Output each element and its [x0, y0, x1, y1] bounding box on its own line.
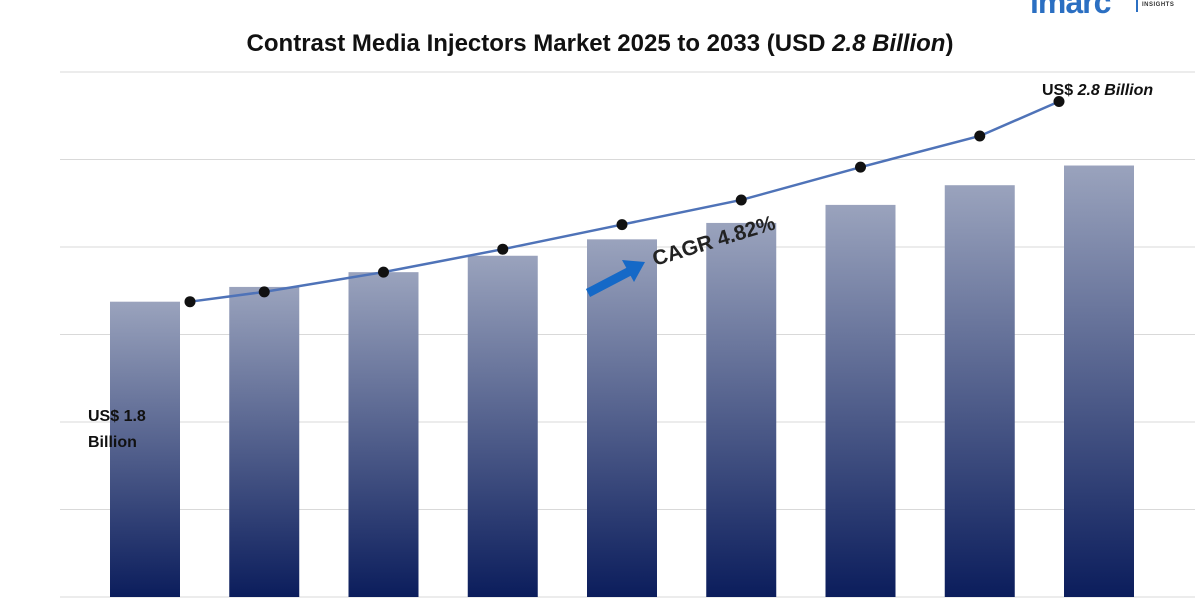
bar-2025 — [110, 301, 180, 597]
start-value-label-line2: Billion — [88, 434, 137, 451]
imarc-logo: imarc INSIGHTS — [1030, 0, 1200, 18]
logo-divider — [1136, 0, 1138, 12]
chart-title-prefix: Contrast Media Injectors Market 2025 to … — [246, 30, 833, 57]
chart-title: Contrast Media Injectors Market 2025 to … — [0, 30, 1200, 58]
cagr-arrow-shaft — [585, 266, 635, 297]
bars — [110, 165, 1134, 597]
bar-2029 — [587, 239, 657, 597]
trend-line-group — [184, 96, 1065, 308]
cagr-arrow-head — [622, 260, 645, 282]
trend-point-2028 — [497, 243, 509, 255]
trend-point-2025 — [184, 296, 196, 308]
end-value-label: US$ 2.8 Billion — [1042, 82, 1153, 99]
logo-wordmark: imarc — [1030, 0, 1111, 20]
end-value-label-emphasis: 2.8 Billion — [1077, 82, 1154, 99]
trend-point-2033 — [1053, 96, 1065, 108]
end-value-label-prefix: US$ — [1042, 82, 1078, 99]
bar-2032 — [944, 185, 1015, 597]
trend-point-2031 — [855, 161, 866, 173]
bar-2028 — [467, 255, 538, 597]
logo-subtitle: INSIGHTS — [1142, 2, 1175, 8]
trend-point-2026 — [258, 286, 270, 298]
chart-title-emphasis: 2.8 Billion — [832, 30, 946, 57]
trend-point-2032 — [974, 130, 986, 142]
start-value-label-line1: US$ 1.8 — [88, 408, 146, 425]
bar-2026 — [229, 286, 300, 597]
bar-2031 — [825, 204, 896, 597]
trend-point-2030 — [735, 194, 747, 206]
trend-point-2027 — [378, 266, 389, 278]
bar-2033 — [1064, 165, 1134, 597]
chart-title-suffix: ) — [945, 30, 954, 57]
bar-2027 — [348, 272, 419, 597]
bar-2030 — [706, 222, 777, 597]
trend-point-2029 — [616, 219, 628, 231]
cagr-arrow — [585, 260, 645, 297]
